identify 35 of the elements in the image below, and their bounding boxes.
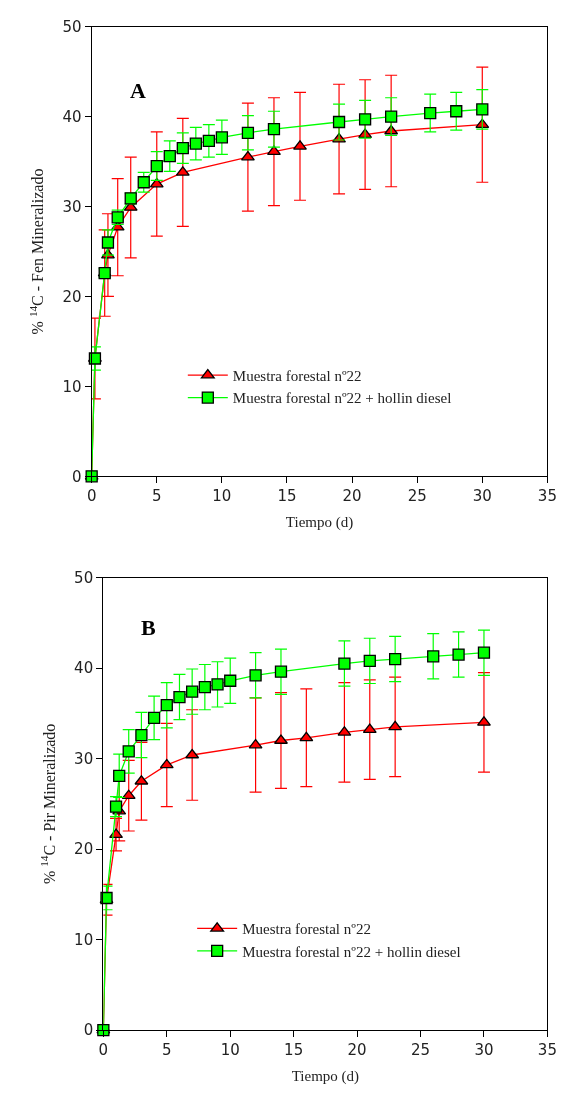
legend-label: Muestra forestal nº22 + hollin diesel [242, 943, 461, 960]
x-tick-label: 15 [284, 1041, 304, 1060]
y-tick-label: 50 [62, 17, 82, 36]
x-tick-label: 30 [472, 487, 492, 506]
y-tick-label: 50 [74, 568, 94, 587]
x-tick-label: 10 [212, 487, 232, 506]
legend-label: Muestra forestal nº22 [242, 921, 371, 938]
x-tick-label: 35 [537, 487, 557, 506]
y-tick-label: 20 [74, 840, 94, 859]
y-tick-label: 10 [62, 377, 82, 396]
y-tick-label: 30 [62, 197, 82, 216]
annotation: B [141, 615, 156, 640]
x-tick-label: 20 [342, 487, 362, 506]
y-tick-label: 40 [62, 107, 82, 126]
x-tick-label: 30 [474, 1041, 494, 1060]
x-tick-label: 5 [151, 487, 162, 506]
x-tick-label: 25 [407, 487, 427, 506]
x-tick-label: 10 [220, 1041, 240, 1060]
y-tick-label: 10 [74, 930, 94, 949]
x-axis-title: Tiempo (d) [291, 1068, 360, 1086]
x-tick-label: 5 [162, 1041, 172, 1060]
x-tick-label: 0 [98, 1041, 109, 1060]
x-tick-label: 25 [410, 1041, 431, 1060]
x-tick-label: 15 [277, 487, 297, 506]
y-tick-label: 0 [71, 467, 82, 486]
legend-label: Muestra forestal nº22 + hollin diesel [232, 390, 452, 407]
y-tick-label: 0 [83, 1021, 94, 1040]
y-tick-label: 40 [74, 659, 94, 678]
x-tick-label: 35 [537, 1041, 557, 1060]
x-tick-label: 20 [347, 1041, 367, 1060]
legend-label: Muestra forestal nº22 [232, 367, 362, 384]
x-axis-title: Tiempo (d) [285, 514, 354, 532]
annotation: A [130, 78, 146, 103]
y-tick-label: 30 [74, 749, 94, 768]
y-tick-label: 20 [62, 287, 82, 306]
